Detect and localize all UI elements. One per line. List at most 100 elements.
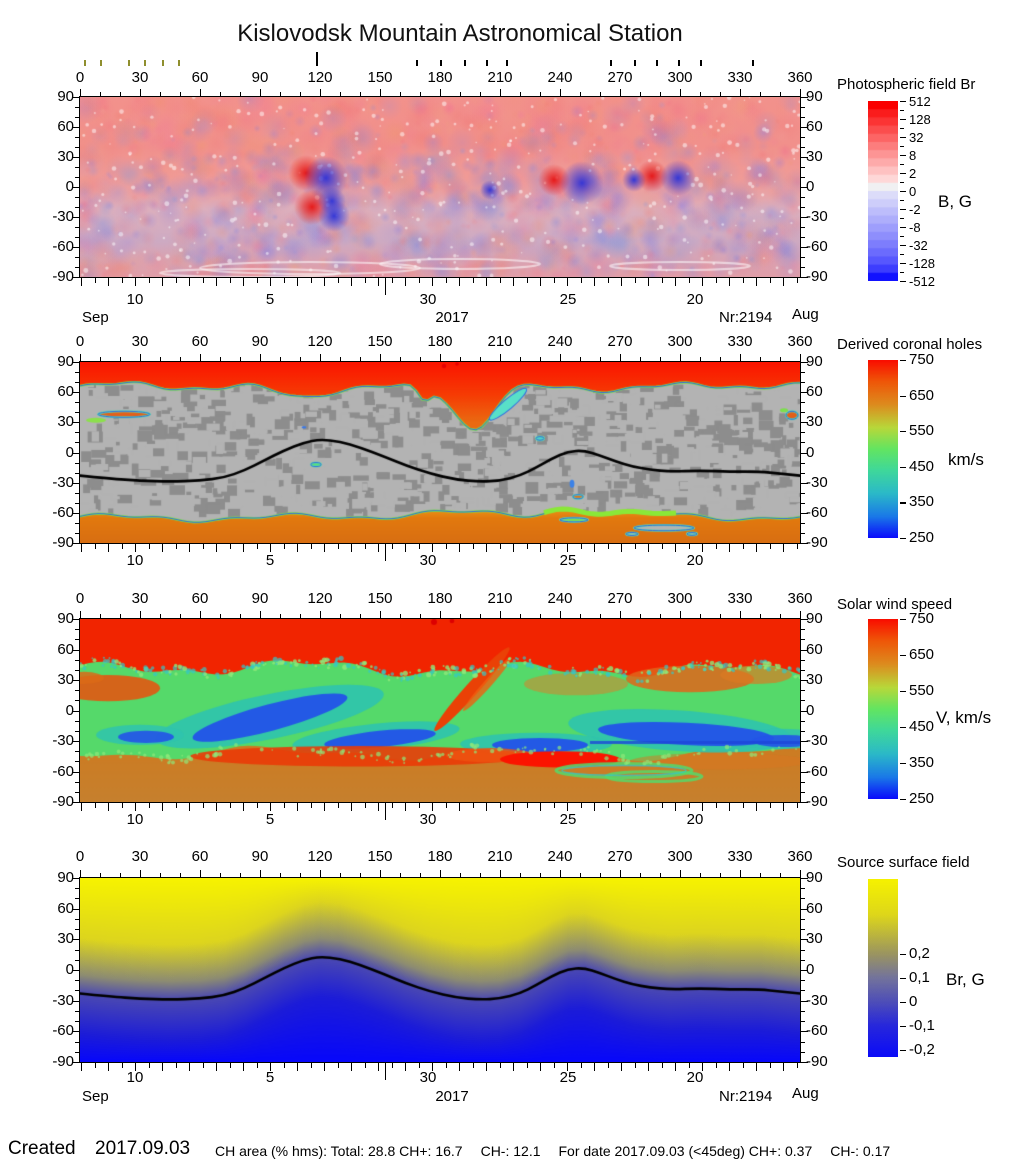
day-tick (364, 1063, 366, 1068)
x-tick (560, 89, 561, 96)
x-tick (220, 92, 221, 96)
day-label: 5 (265, 811, 275, 828)
y-tick (801, 781, 805, 783)
day-tick (648, 1063, 649, 1071)
y-tick (75, 1041, 79, 1043)
x-tick (660, 357, 661, 361)
day-tick (702, 278, 703, 286)
y-tick (801, 247, 808, 248)
y-tick (801, 543, 808, 544)
x-axis-label: 240 (547, 590, 573, 607)
x-tick (520, 357, 521, 361)
colorbar-tick (900, 763, 906, 765)
y-axis-label-left: 0 (65, 701, 74, 719)
day-tick (337, 803, 339, 808)
x-tick (800, 89, 801, 96)
day-tick (607, 803, 609, 808)
day-tick (351, 803, 352, 811)
y-tick (75, 532, 79, 534)
observation-tick-tall (316, 52, 318, 66)
y-tick (801, 1031, 808, 1033)
colorbar-label: 750 (909, 610, 935, 627)
x-tick (580, 614, 581, 618)
y-tick (801, 700, 805, 702)
y-tick (801, 492, 805, 494)
y-tick (75, 639, 79, 641)
day-tick (162, 1063, 163, 1071)
day-tick (135, 1063, 136, 1071)
x-axis-label: 210 (487, 333, 513, 350)
y-axis-label-right: 0 (806, 961, 815, 978)
y-tick (72, 908, 79, 910)
x-tick (780, 614, 781, 618)
x-tick (780, 92, 781, 96)
day-tick (756, 803, 757, 811)
day-tick (540, 278, 541, 286)
y-axis-label-right: 60 (806, 640, 823, 658)
observation-tick-olive (128, 60, 130, 66)
observation-tick (678, 60, 680, 66)
day-tick (391, 803, 393, 808)
day-tick (513, 544, 514, 552)
colorbar-label: 450 (909, 457, 935, 475)
day-label: 30 (419, 552, 437, 569)
y-tick (75, 167, 79, 168)
colorbar-label: 512 (909, 94, 931, 109)
x-tick (680, 611, 681, 618)
day-tick (607, 1063, 609, 1068)
y-tick (72, 1000, 79, 1002)
y-tick (75, 918, 79, 920)
day-tick (81, 1063, 82, 1071)
ch-stat-segment: CH-: 0.17 (830, 1143, 891, 1159)
x-tick (500, 611, 501, 618)
day-tick (364, 544, 366, 549)
colorbar-minor-tick (900, 146, 904, 148)
y-axis-label-left: 30 (57, 671, 74, 688)
x-tick (720, 873, 721, 877)
x-tick (140, 870, 141, 877)
colorbar-minor-tick (900, 110, 904, 112)
y-tick (72, 452, 79, 454)
x-axis-label: 360 (787, 848, 813, 865)
day-tick (81, 803, 82, 811)
created-label: Created (8, 1138, 76, 1159)
colorbar-label: -32 (909, 238, 928, 253)
x-axis-label: 30 (131, 69, 149, 86)
day-tick (580, 1063, 582, 1068)
day-tick (418, 1063, 420, 1068)
day-tick (256, 278, 258, 283)
day-tick (202, 803, 204, 808)
day-tick (621, 803, 622, 811)
colorbar-tick (900, 101, 906, 103)
y-axis-label-left: -90 (52, 534, 74, 551)
colorbar-unit-photospheric-field-br: B, G (938, 192, 973, 211)
y-tick (72, 97, 79, 98)
x-axis-label: 180 (427, 848, 453, 865)
y-axis-label-right: -30 (806, 473, 828, 491)
colorbar-minor-tick (900, 182, 904, 184)
y-axis-label-left: -30 (52, 991, 74, 1009)
day-tick (553, 1063, 555, 1068)
x-tick (200, 611, 201, 618)
day-tick (513, 278, 514, 286)
x-axis-label: 330 (727, 69, 753, 86)
x-tick (700, 92, 701, 96)
y-tick (801, 949, 805, 951)
y-tick (72, 127, 79, 128)
day-tick (702, 544, 703, 552)
y-axis-label-right: 30 (806, 148, 823, 165)
y-tick (801, 730, 805, 732)
day-tick (607, 278, 609, 283)
day-label: 5 (265, 1069, 275, 1086)
x-tick (360, 873, 361, 877)
y-tick (75, 761, 79, 763)
y-tick (75, 791, 79, 793)
colorbar-label: -0,2 (909, 1040, 935, 1058)
day-label: 10 (126, 1069, 144, 1086)
x-tick (300, 614, 301, 618)
y-axis-label-left: 0 (65, 961, 74, 978)
y-tick (801, 649, 808, 651)
colorbar-minor-tick (900, 128, 904, 130)
y-tick (75, 522, 79, 524)
